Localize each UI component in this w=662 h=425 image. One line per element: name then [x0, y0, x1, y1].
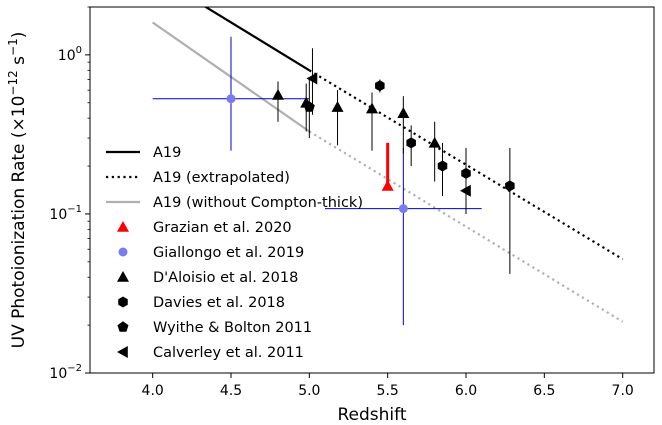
- axes-layer: 4.0 4.5 5.0 5.5 6.0 6.5 7.0 100 10−1 10−2: [49, 6, 634, 399]
- x-tick-label: 5.5: [377, 383, 399, 399]
- legend-item: A19: [106, 145, 181, 161]
- model-line-0: [203, 7, 310, 72]
- x-axis-label: Redshift: [337, 405, 406, 425]
- legend-marker-swatch: [118, 296, 128, 308]
- y-tick-label: 100: [58, 45, 82, 64]
- legend-marker-swatch: [118, 247, 128, 257]
- legend-item: Grazian et al. 2020: [117, 220, 292, 236]
- data-point-2-3: [366, 102, 378, 114]
- legend-marker-swatch: [117, 271, 129, 282]
- x-tick-label: 5.0: [298, 383, 320, 399]
- legend-label: Grazian et al. 2020: [153, 220, 292, 236]
- legend-item: D'Aloisio et al. 2018: [117, 270, 298, 286]
- data-point-0-0: [381, 179, 394, 191]
- legend-label: D'Aloisio et al. 2018: [153, 270, 298, 286]
- data-point-3-1: [406, 137, 416, 149]
- data-point-5-0: [306, 72, 318, 85]
- legend-item: Wyithe & Bolton 2011: [117, 320, 312, 336]
- legend-label: Giallongo et al. 2019: [153, 245, 304, 261]
- legend-label: Calverley et al. 2011: [153, 345, 304, 361]
- y-axis-label: UV Photoionization Rate (×10−12 s−1): [6, 32, 29, 349]
- data-point-1-1: [398, 204, 408, 214]
- legend-marker-swatch: [117, 321, 129, 332]
- x-tick-label: 6.5: [533, 383, 555, 399]
- x-tick-label: 7.0: [612, 383, 634, 399]
- legend-label: A19: [153, 145, 181, 161]
- data-point-3-4: [505, 180, 515, 192]
- data-point-2-2: [331, 101, 344, 112]
- x-tick-label: 4.0: [142, 383, 164, 399]
- data-point-5-1: [460, 184, 471, 197]
- legend-label: Wyithe & Bolton 2011: [153, 320, 312, 336]
- plot-frame: [89, 6, 655, 374]
- legend-label: A19 (without Compton-thick): [153, 195, 363, 211]
- data-point-2-0: [272, 88, 284, 100]
- legend-marker-swatch: [117, 221, 129, 232]
- x-tick-label: 4.5: [220, 383, 242, 399]
- legend-label: A19 (extrapolated): [153, 170, 290, 186]
- data-point-3-2: [437, 160, 448, 172]
- y-tick-label: 10−1: [49, 204, 82, 223]
- legend-item: A19 (extrapolated): [106, 170, 290, 186]
- data-point-2-4: [397, 107, 410, 118]
- legend-item: Calverley et al. 2011: [117, 345, 304, 361]
- plot-area: [152, 7, 624, 326]
- legend-item: Davies et al. 2018: [118, 295, 285, 311]
- x-tick-label: 6.0: [455, 383, 477, 399]
- legend-marker-swatch: [117, 346, 128, 358]
- data-point-2-5: [428, 136, 441, 148]
- legend-item: A19 (without Compton-thick): [106, 195, 363, 211]
- legend: A19 A19 (extrapolated) A19 (without Compto…: [106, 145, 363, 361]
- data-point-3-0: [375, 80, 385, 92]
- legend-label: Davies et al. 2018: [153, 295, 285, 311]
- plot-layer: [152, 7, 624, 326]
- y-tick-label: 10−2: [49, 363, 82, 382]
- data-point-1-0: [226, 94, 236, 104]
- legend-item: Giallongo et al. 2019: [118, 245, 304, 261]
